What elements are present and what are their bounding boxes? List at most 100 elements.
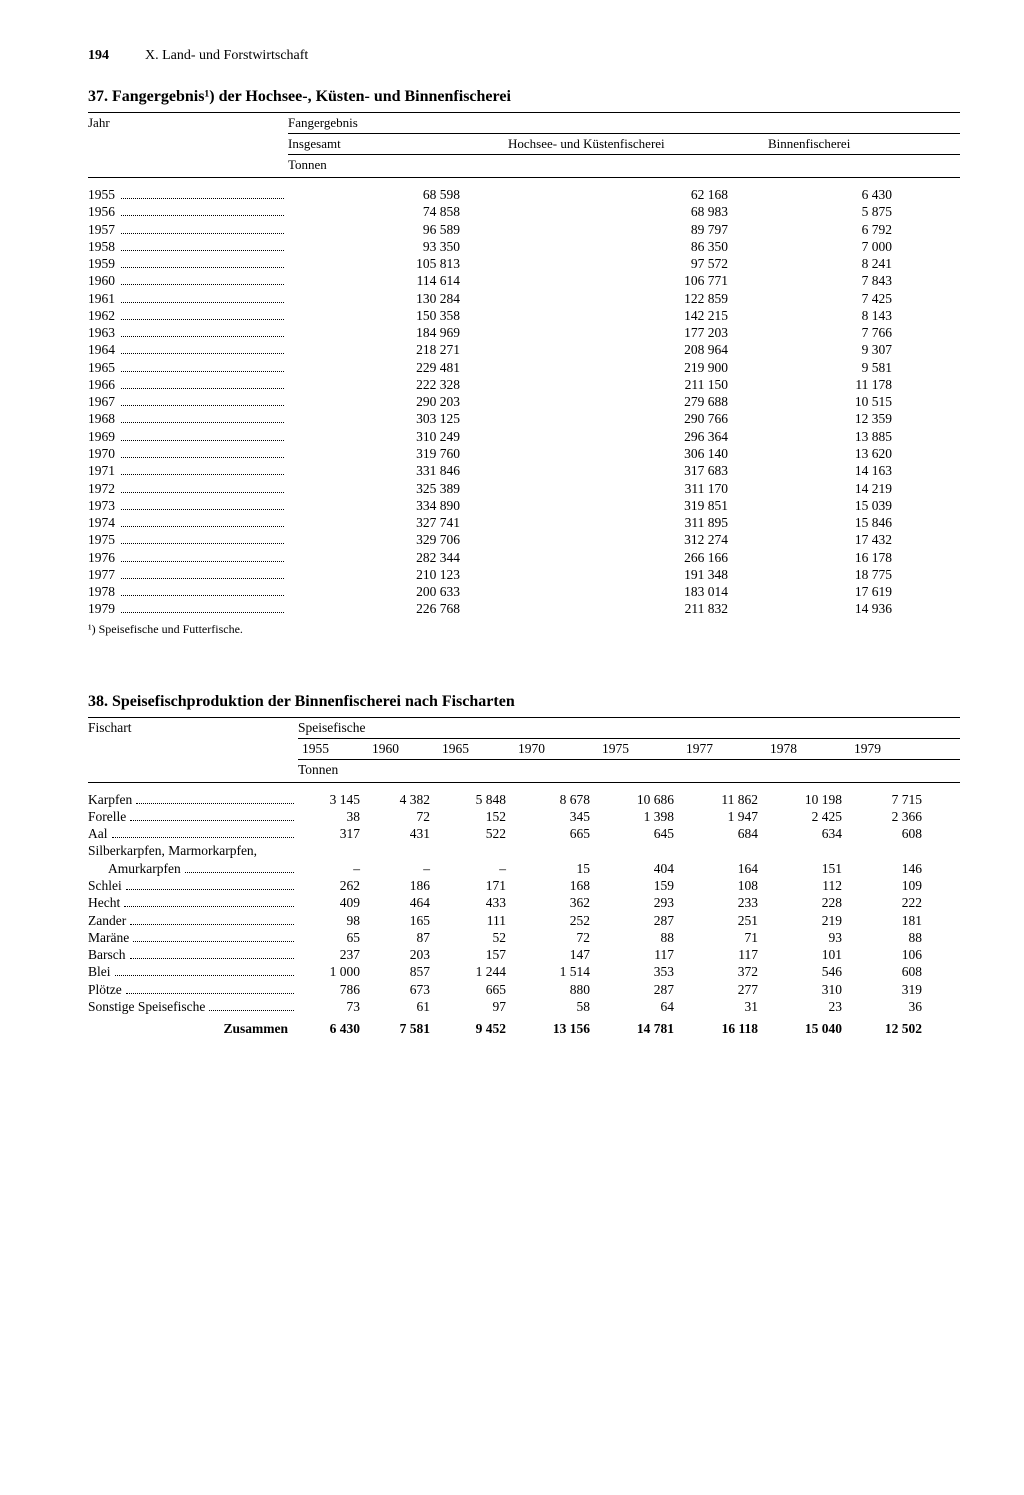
species-label: Sonstige Speisefische <box>88 998 205 1015</box>
sea-value: 97 572 <box>508 255 768 272</box>
table-row: 195893 35086 3507 000 <box>88 238 960 255</box>
table-row: 1976282 344266 16616 178 <box>88 549 960 566</box>
cell-value: 88 <box>598 929 682 946</box>
cell-value <box>298 842 368 859</box>
cell-value: 293 <box>598 894 682 911</box>
cell-value: 38 <box>298 808 368 825</box>
cell-value: 262 <box>298 877 368 894</box>
table-row: Forelle38721523451 3981 9472 4252 366 <box>88 808 960 825</box>
table-row: 1977 210 123191 34818 775 <box>88 566 960 583</box>
col-group2-header: Speisefische <box>298 720 930 736</box>
year-col-header: 1955 <box>298 741 368 757</box>
cell-value: – <box>438 860 514 877</box>
table-row: 1978200 633183 01417 619 <box>88 583 960 600</box>
total-value: 9 452 <box>438 1021 514 1037</box>
cell-value: 203 <box>368 946 438 963</box>
sea-value: 122 859 <box>508 290 768 307</box>
cell-value: 251 <box>682 912 766 929</box>
cell-value: 61 <box>368 998 438 1015</box>
cell-value <box>598 842 682 859</box>
cell-value <box>438 842 514 859</box>
cell-value: 157 <box>438 946 514 963</box>
sea-value: 191 348 <box>508 566 768 583</box>
total-value: 222 328 <box>288 376 508 393</box>
cell-value: 1 000 <box>298 963 368 980</box>
year-col-header: 1970 <box>514 741 598 757</box>
inland-value: 11 178 <box>768 376 948 393</box>
cell-value: 23 <box>766 998 850 1015</box>
year-label: 1960 <box>88 272 115 289</box>
year-label: 1976 <box>88 549 115 566</box>
sea-value: 208 964 <box>508 341 768 358</box>
year-col-header: 1979 <box>850 741 930 757</box>
sea-value: 319 851 <box>508 497 768 514</box>
inland-value: 6 792 <box>768 221 948 238</box>
year-label: 1967 <box>88 393 115 410</box>
year-label: 1973 <box>88 497 115 514</box>
cell-value <box>850 842 930 859</box>
total-value: 210 123 <box>288 566 508 583</box>
unit2-header: Tonnen <box>298 762 368 778</box>
sea-value: 311 895 <box>508 514 768 531</box>
year-label: 1961 <box>88 290 115 307</box>
table-row: 1967290 203279 68810 515 <box>88 393 960 410</box>
total-value: 226 768 <box>288 600 508 617</box>
table-row: 1961130 284122 8597 425 <box>88 290 960 307</box>
cell-value: 97 <box>438 998 514 1015</box>
cell-value: 287 <box>598 912 682 929</box>
col-year-header: Jahr <box>88 115 288 131</box>
year-label: 1977 <box>88 566 115 583</box>
inland-value: 14 163 <box>768 462 948 479</box>
page-header: 194 X. Land- und Forstwirtschaft <box>88 48 960 64</box>
inland-value: 14 219 <box>768 480 948 497</box>
cell-value: 645 <box>598 825 682 842</box>
inland-value: 9 307 <box>768 341 948 358</box>
inland-value: 17 432 <box>768 531 948 548</box>
inland-value: 5 875 <box>768 203 948 220</box>
inland-value: 8 241 <box>768 255 948 272</box>
total-value: 7 581 <box>368 1021 438 1037</box>
table-row: 1965229 481219 9009 581 <box>88 359 960 376</box>
col-sea-header: Hochsee- und Küstenfischerei <box>508 136 768 152</box>
table-row: 1972325 389311 17014 219 <box>88 480 960 497</box>
sea-value: 317 683 <box>508 462 768 479</box>
cell-value: 52 <box>438 929 514 946</box>
year-label: 1958 <box>88 238 115 255</box>
cell-value: 546 <box>766 963 850 980</box>
year-label: 1970 <box>88 445 115 462</box>
table-row: 1962150 358142 2158 143 <box>88 307 960 324</box>
year-label: 1955 <box>88 186 115 203</box>
cell-value: 233 <box>682 894 766 911</box>
cell-value: 36 <box>850 998 930 1015</box>
total-value: 74 858 <box>288 203 508 220</box>
year-label: 1965 <box>88 359 115 376</box>
cell-value: 3 145 <box>298 791 368 808</box>
cell-value: 58 <box>514 998 598 1015</box>
cell-value: 159 <box>598 877 682 894</box>
cell-value: 15 <box>514 860 598 877</box>
species-label: Silberkarpfen, Marmorkarpfen, <box>88 842 257 859</box>
total-value: 14 781 <box>598 1021 682 1037</box>
table-38: 38. Speisefischproduktion der Binnenfisc… <box>88 693 960 1037</box>
cell-value: 522 <box>438 825 514 842</box>
cell-value: 31 <box>682 998 766 1015</box>
sea-value: 266 166 <box>508 549 768 566</box>
total-value: 200 633 <box>288 583 508 600</box>
total-value: 290 203 <box>288 393 508 410</box>
cell-value: 404 <box>598 860 682 877</box>
table-row: 1975329 706312 27417 432 <box>88 531 960 548</box>
cell-value: – <box>298 860 368 877</box>
cell-value: 186 <box>368 877 438 894</box>
total-value: 184 969 <box>288 324 508 341</box>
species-label: Zander <box>88 912 126 929</box>
cell-value: 310 <box>766 981 850 998</box>
cell-value: 5 848 <box>438 791 514 808</box>
sea-value: 183 014 <box>508 583 768 600</box>
year-label: 1957 <box>88 221 115 238</box>
species-label: Forelle <box>88 808 126 825</box>
cell-value: 7 715 <box>850 791 930 808</box>
cell-value: 72 <box>514 929 598 946</box>
cell-value: 108 <box>682 877 766 894</box>
table-row: 1959105 81397 5728 241 <box>88 255 960 272</box>
inland-value: 18 775 <box>768 566 948 583</box>
